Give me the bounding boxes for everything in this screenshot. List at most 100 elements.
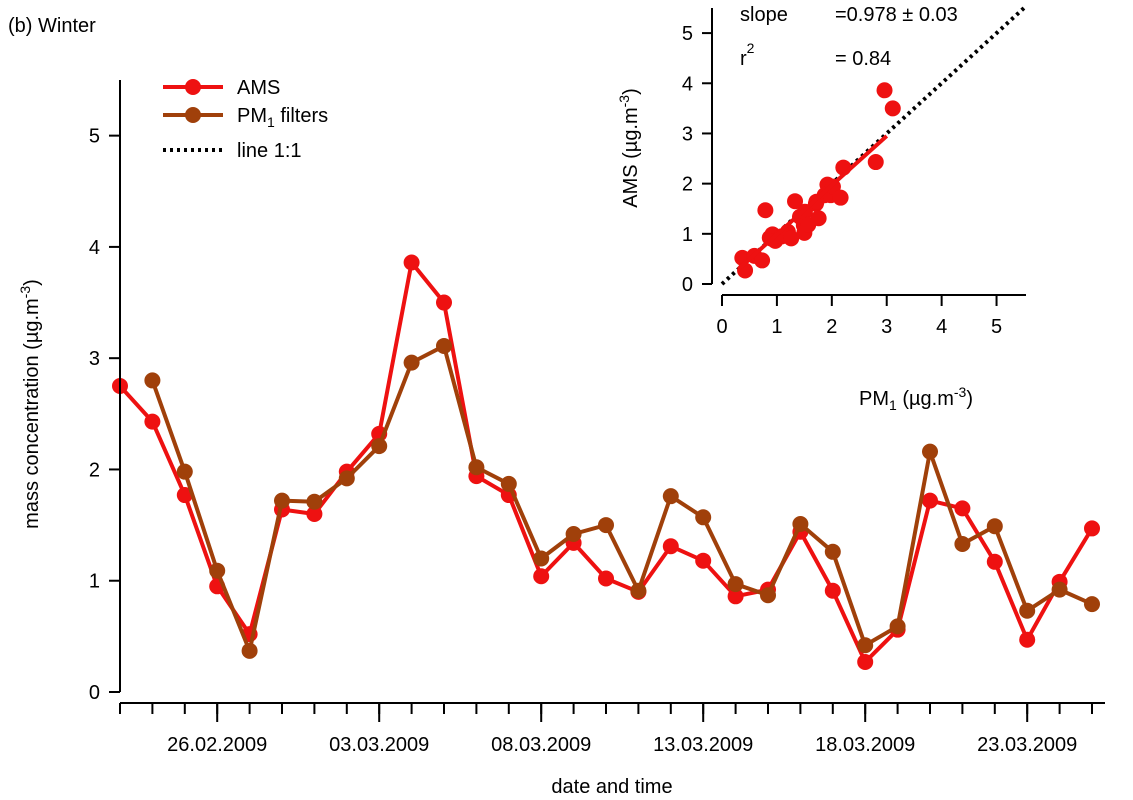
inset-x-tick-label-2: 2 (826, 316, 837, 338)
inset-x-ticks: 0 1 2 3 4 5 (716, 295, 1002, 338)
inset-x-tick-label-0: 0 (716, 316, 727, 338)
ams-point-23 (857, 653, 874, 670)
pm1-filters-point-8 (403, 354, 420, 371)
ams-point-19 (727, 588, 744, 605)
slope-value: =0.978 ± 0.03 (835, 4, 958, 26)
scatter-point-20 (810, 210, 827, 227)
ams-point-13 (533, 568, 550, 585)
main-x-axis-title: date and time (551, 776, 672, 798)
pm1-filters-point-13 (565, 525, 582, 542)
main-x-tick-label-2: 08.03.2009 (491, 734, 591, 756)
main-y-tick-label-1: 1 (89, 571, 100, 593)
main-y-tick-label-0: 0 (89, 682, 100, 704)
pm1-filters-point-22 (857, 637, 874, 654)
main-x-tick-label-3: 13.03.2009 (653, 734, 753, 756)
panel-label: (b) Winter (8, 15, 96, 37)
inset-y-axis-title-exponent: -3 (616, 95, 632, 108)
pm1-filters-point-24 (922, 443, 938, 460)
inset-y-tick-label-1: 1 (682, 224, 693, 246)
legend-item-ams: AMS (163, 77, 280, 99)
scatter-point-12 (787, 193, 804, 210)
scatter-point-25 (832, 189, 849, 206)
pm1-filters-point-15 (630, 582, 647, 599)
main-x-ticks: 26.02.2009 03.03.2009 08.03.2009 13.03.2009… (119, 703, 1093, 756)
main-y-tick-label-3: 3 (89, 348, 100, 370)
ams-point-22 (824, 582, 841, 599)
pm1-filters-point-21 (824, 543, 841, 560)
pm1-filters-point-29 (1084, 596, 1100, 613)
main-time-series-chart: 0 1 2 3 4 5 26.02.2009 03.03.2009 08.03.2009 13.… (17, 77, 1105, 798)
inset-x-tick-label-4: 4 (936, 316, 947, 338)
ams-point-25 (922, 492, 938, 509)
inset-y-tick-label-4: 4 (682, 73, 693, 95)
legend-item-line-1-1: line 1:1 (163, 140, 302, 162)
ams-point-1 (144, 413, 161, 430)
inset-y-tick-label-5: 5 (682, 23, 693, 45)
main-x-tick-label-5: 23.03.2009 (977, 734, 1077, 756)
pm1-filters-point-5 (306, 493, 323, 510)
pm1-filters-point-4 (274, 492, 290, 509)
inset-x-tick-label-1: 1 (771, 316, 782, 338)
inset-x-axis-title-exponent: -3 (954, 384, 967, 400)
inset-y-tick-label-0: 0 (682, 274, 693, 296)
inset-annotations: slope =0.978 ± 0.03 r2 = 0.84 (740, 4, 958, 70)
ams-point-17 (662, 538, 679, 555)
pm1-filters-point-11 (500, 475, 517, 492)
ams-point-10 (436, 294, 452, 311)
inset-y-tick-label-2: 2 (682, 174, 693, 196)
ams-point-18 (695, 552, 712, 569)
inset-y-tick-label-3: 3 (682, 123, 693, 145)
svg-text:PM1 filters: PM1 filters (237, 105, 328, 130)
ams-point-15 (598, 570, 614, 587)
main-x-tick-label-4: 18.03.2009 (815, 734, 915, 756)
pm1-filters-point-1 (176, 463, 193, 480)
pm1-filters-point-2 (209, 562, 226, 579)
pm1-filters-point-17 (695, 509, 712, 526)
scatter-point-3 (754, 252, 771, 269)
main-y-axis-title-exponent: -3 (17, 286, 33, 299)
fit-line (737, 134, 889, 271)
svg-text:AMS: AMS (237, 77, 280, 99)
slope-label: slope (740, 4, 788, 26)
pm1-filters-point-7 (371, 438, 388, 455)
pm1-filters-point-25 (954, 536, 971, 553)
main-y-axis-title: mass concentration (µg.m-3) (17, 279, 43, 529)
pm1-filters-point-6 (338, 470, 355, 487)
inset-x-tick-label-3: 3 (881, 316, 892, 338)
svg-text:line 1:1: line 1:1 (237, 140, 302, 162)
inset-y-axis-title: AMS (µg.m-3) (616, 88, 642, 208)
inset-marks-layer (720, 6, 1026, 286)
pm1-filters-point-10 (468, 459, 485, 476)
main-x-tick-label-1: 03.03.2009 (329, 734, 429, 756)
pm1-filters-point-0 (144, 372, 161, 389)
r2-value: = 0.84 (835, 48, 891, 70)
main-x-tick-label-0: 26.02.2009 (167, 734, 267, 756)
legend: AMS PM1 filters line 1:1 (163, 77, 328, 162)
pm1-filters-point-27 (1019, 602, 1036, 619)
main-y-tick-label-5: 5 (89, 126, 100, 148)
inset-x-tick-label-5: 5 (991, 316, 1002, 338)
pm1-filters-point-18 (727, 576, 744, 593)
scatter-point-27 (867, 154, 884, 171)
main-y-tick-label-2: 2 (89, 459, 100, 481)
scatter-point-4 (757, 202, 774, 219)
main-y-ticks: 0 1 2 3 4 5 (89, 126, 120, 704)
ams-point-28 (1019, 631, 1036, 648)
scatter-point-11 (783, 230, 800, 247)
ams-point-27 (986, 553, 1003, 570)
scatter-point-29 (884, 100, 901, 117)
ams-point-26 (954, 500, 971, 517)
legend-item-pm1-filters: PM1 filters (163, 105, 328, 130)
ams-point-2 (176, 487, 193, 504)
pm1-filters-point-16 (662, 488, 679, 505)
inset-y-ticks: 0 1 2 3 4 5 (682, 23, 712, 296)
pm1-filters-point-3 (241, 642, 258, 659)
pm1-filters-point-12 (533, 550, 550, 567)
main-y-tick-label-4: 4 (89, 237, 100, 259)
pm1-filters-point-28 (1051, 581, 1068, 598)
pm1-filters-point-9 (436, 337, 452, 354)
ams-point-30 (1084, 520, 1100, 537)
inset-x-axis-title: PM1 (µg.m-3) (859, 384, 973, 413)
